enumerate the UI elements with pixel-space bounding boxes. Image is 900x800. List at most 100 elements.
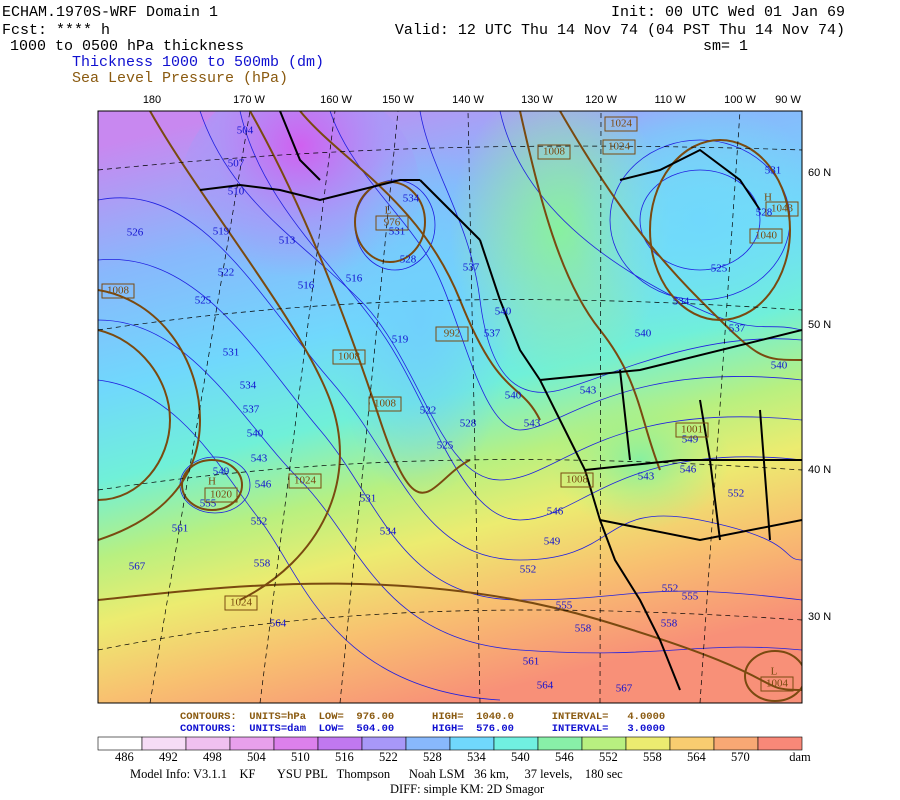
longitude-label: 100 W <box>724 94 756 106</box>
title: ECHAM.1970S-WRF Domain 1 <box>2 4 218 21</box>
latitude-label: 40 N <box>808 464 831 476</box>
pressure-label: 1020 <box>210 489 233 501</box>
thickness-label: 516 <box>346 273 363 285</box>
colorbar-swatch <box>361 736 407 751</box>
colorbar-swatch <box>273 736 319 751</box>
pressure-label-box <box>602 139 636 155</box>
colorbar-unit: dam <box>789 750 811 764</box>
pressure-label: 1008 <box>566 474 589 486</box>
map-frame <box>97 110 803 704</box>
pressure-label: 1008 <box>338 351 361 363</box>
thickness-label: 552 <box>520 564 537 576</box>
colorbar-label: 516 <box>335 750 354 764</box>
pressure-center: H <box>764 192 772 204</box>
thickness-label: 531 <box>765 165 782 177</box>
thickness-label: 534 <box>673 296 690 308</box>
longitude-label: 180 <box>143 94 161 106</box>
colorbar-label: 486 <box>115 750 134 764</box>
thickness-label: 525 <box>711 263 728 275</box>
thickness-label: 510 <box>228 186 245 198</box>
pressure-label: 1008 <box>107 285 130 297</box>
pressure-label: 1024 <box>294 475 317 487</box>
thickness-label: 537 <box>243 404 260 416</box>
longitude-label: 160 W <box>320 94 352 106</box>
thickness-label: 531 <box>223 347 240 359</box>
colorbar-label: 522 <box>379 750 398 764</box>
longitude-label: 150 W <box>382 94 414 106</box>
thickness-label: 513 <box>279 235 296 247</box>
pressure-label-box <box>560 472 594 488</box>
thickness-label: 561 <box>172 523 189 535</box>
thickness-label: 543 <box>251 453 268 465</box>
longitude-label: 170 W <box>233 94 265 106</box>
pressure-label: 992 <box>444 328 461 340</box>
thickness-label: 543 <box>580 385 597 397</box>
pressure-label-box <box>604 116 638 132</box>
thickness-label: 549 <box>544 536 561 548</box>
pressure-label: 1043 <box>771 203 794 215</box>
thickness-label: 537 <box>463 262 480 274</box>
pressure-label-box <box>765 201 799 217</box>
thickness-label: 552 <box>662 583 679 595</box>
pressure-label-box <box>101 283 135 299</box>
colorbar-label: 510 <box>291 750 310 764</box>
thickness-label: 555 <box>200 498 217 510</box>
thickness-label: 549 <box>213 466 230 478</box>
latitude-label: 60 N <box>808 167 831 179</box>
pressure-label: 1004 <box>766 678 789 690</box>
thickness-label: 504 <box>237 125 254 137</box>
colorbar-swatch <box>449 736 495 751</box>
pressure-label-box <box>224 595 258 611</box>
thickness-label: 564 <box>270 618 287 630</box>
pressure-label-box <box>288 473 322 489</box>
thickness-label: 519 <box>392 334 409 346</box>
pressure-label: 1024 <box>608 141 631 153</box>
pressure-center: L <box>385 205 392 217</box>
colorbar-swatch <box>625 736 671 751</box>
longitude-label: 130 W <box>521 94 553 106</box>
longitude-label: 140 W <box>452 94 484 106</box>
pressure-label-box <box>332 349 366 365</box>
pressure-contour-info: CONTOURS: UNITS=hPa LOW= 976.00 HIGH= 10… <box>180 711 665 723</box>
thickness-label: 528 <box>400 254 417 266</box>
thickness-label: 555 <box>682 591 699 603</box>
thickness-label: 534 <box>403 193 420 205</box>
thickness-label: 540 <box>495 306 512 318</box>
pressure-label: 1001 <box>681 424 703 436</box>
colorbar-label: 564 <box>687 750 707 764</box>
thickness-label: 567 <box>616 683 633 695</box>
colorbar-label: 540 <box>511 750 530 764</box>
colorbar-swatch <box>229 736 275 751</box>
longitude-label: 120 W <box>585 94 617 106</box>
thickness-label: 519 <box>213 226 230 238</box>
thickness-label: 567 <box>129 561 146 573</box>
thickness-label: 540 <box>247 428 264 440</box>
colorbar-swatch <box>405 736 451 751</box>
pressure-label: 1008 <box>374 398 397 410</box>
colorbar-label: 546 <box>555 750 574 764</box>
thickness-label: 564 <box>537 680 554 692</box>
colorbar-swatch <box>757 736 803 751</box>
pressure-label: 976 <box>384 217 401 229</box>
pressure-label: 1024 <box>610 118 633 130</box>
thickness-label: 552 <box>251 516 268 528</box>
layer-pressure: Sea Level Pressure (hPa) <box>72 70 288 87</box>
colorbar-swatch <box>493 736 539 751</box>
map-area <box>98 111 802 703</box>
layer-thickness: Thickness 1000 to 500mb (dm) <box>72 54 324 71</box>
colorbar-label: 492 <box>159 750 178 764</box>
thickness-label: 543 <box>638 471 655 483</box>
longitude-label: 110 W <box>655 94 687 106</box>
colorbar-swatch <box>537 736 583 751</box>
pressure-label: 1040 <box>755 230 778 242</box>
thickness-label: 543 <box>524 418 541 430</box>
colorbar-label: 570 <box>731 750 750 764</box>
pressure-label-box <box>368 396 402 412</box>
thickness-label: 558 <box>254 558 271 570</box>
forecast-hour: Fcst: **** h <box>2 22 110 39</box>
thickness-label: 558 <box>661 618 678 630</box>
colorbar-swatch <box>141 736 187 751</box>
latitude-label: 50 N <box>808 319 831 331</box>
